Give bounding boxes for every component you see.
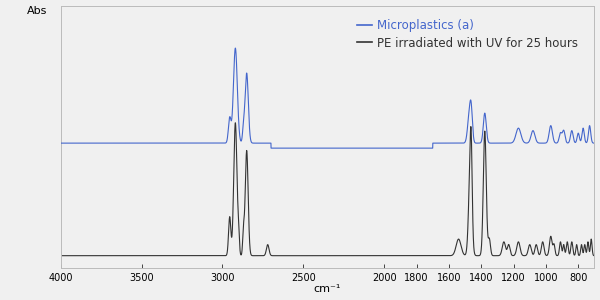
X-axis label: cm⁻¹: cm⁻¹ xyxy=(314,284,341,294)
Legend: Microplastics (a), PE irradiated with UV for 25 hours: Microplastics (a), PE irradiated with UV… xyxy=(353,14,583,54)
Y-axis label: Abs: Abs xyxy=(26,6,47,16)
